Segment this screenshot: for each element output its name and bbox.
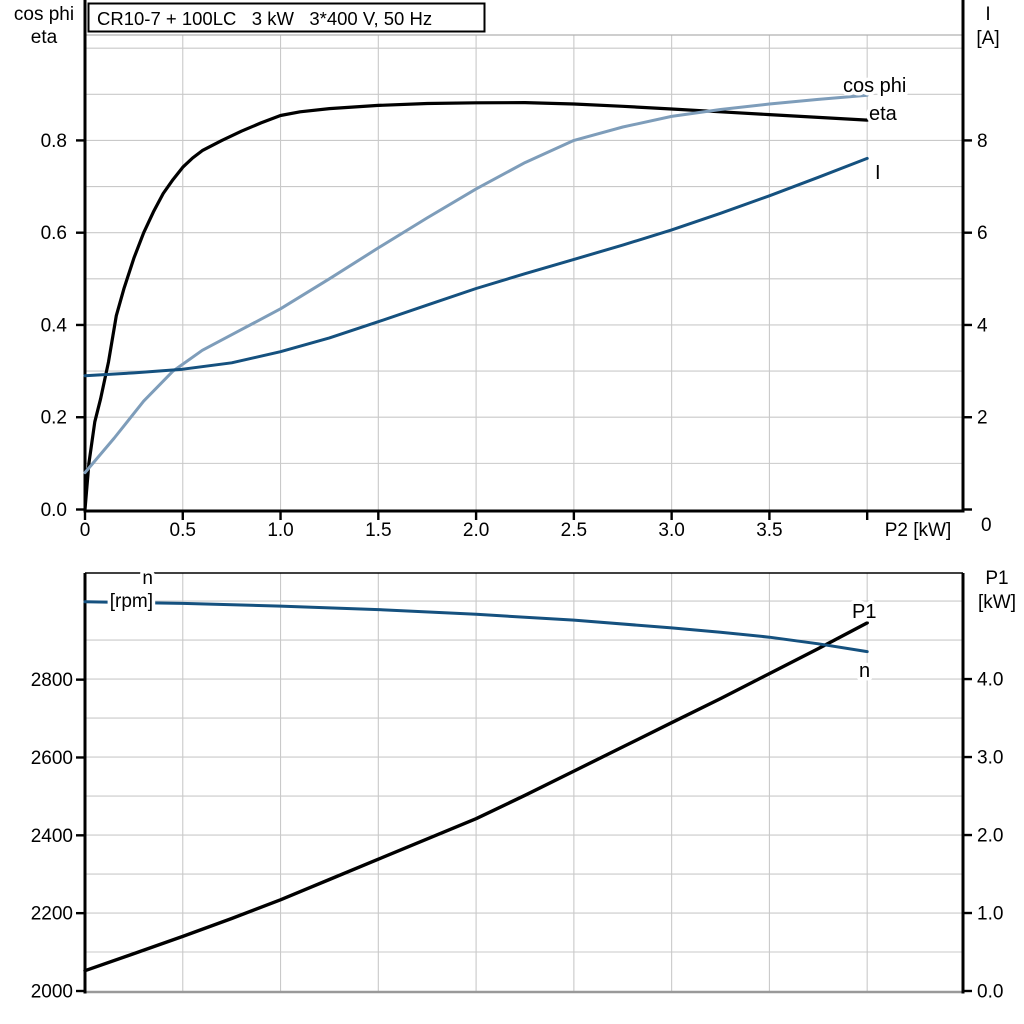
bottom-chart-left-axis-title-line2: [rpm]	[110, 591, 153, 612]
top-chart-right-axis-title-line1: I	[985, 4, 990, 25]
left-tick-label: 0.6	[41, 223, 67, 244]
top-chart-left-axis-title-line2: eta	[31, 27, 58, 48]
left-tick-label: 2200	[31, 904, 73, 925]
x-tick-label: 1.5	[365, 520, 391, 541]
right-tick-label: 4.0	[977, 670, 1003, 691]
series-P1-curve	[83, 621, 869, 973]
left-tick-label: 2600	[31, 748, 73, 769]
series-I-curve	[83, 156, 869, 378]
top-chart-right-axis-title-line2: [A]	[976, 28, 999, 49]
series-label-n: n	[859, 660, 870, 682]
right-tick-label: 8	[977, 131, 988, 152]
x-tick-label: 2.0	[463, 520, 489, 541]
left-tick-label: 2000	[31, 982, 73, 1003]
left-tick-label: 2400	[31, 826, 73, 847]
series-eta-curve	[83, 101, 869, 512]
series-label-I: I	[875, 162, 881, 184]
x-tick-label: 0.5	[170, 520, 196, 541]
right-tick-label: 2	[977, 408, 988, 429]
title-box	[87, 2, 486, 33]
x-tick-label: 0	[80, 520, 91, 541]
right-axis-zero-label: 0	[981, 515, 992, 536]
right-tick-label: 2.0	[977, 826, 1003, 847]
x-tick-label: 2.5	[561, 520, 587, 541]
series-label-P1: P1	[852, 601, 876, 623]
left-tick-label: 0.4	[41, 315, 68, 336]
series-label-cos-phi: cos phi	[843, 75, 906, 97]
x-tick-label: 3.0	[658, 520, 684, 541]
right-tick-label: 6	[977, 223, 988, 244]
top-chart-left-axis-title-line1: cos phi	[14, 4, 74, 25]
bottom-chart-right-axis-title-line1: P1	[985, 568, 1008, 589]
right-tick-label: 0.0	[977, 982, 1003, 1003]
bottom-chart: 2800 2600 2400 2200 2000 4.0 3.0 2.0 1.0 0.0 P1 n	[31, 572, 1003, 1003]
right-tick-label: 3.0	[977, 748, 1003, 769]
left-tick-label: 0.2	[41, 408, 67, 429]
left-tick-label: 0.8	[41, 131, 67, 152]
x-axis-title: P2 [kW]	[885, 520, 952, 541]
x-tick-label: 3.5	[756, 520, 782, 541]
chart-title: CR10-7 + 100LC 3 kW 3*400 V, 50 Hz	[97, 8, 432, 29]
top-chart: 0.0 0.2 0.4 0.6 0.8 2 4 6 8 0 0.5 1.0 1.5 2.0 2.5 3.0 3.…	[41, 0, 992, 541]
right-tick-label: 1.0	[977, 904, 1003, 925]
series-label-eta: eta	[869, 103, 898, 125]
right-tick-label: 4	[977, 315, 988, 336]
left-tick-label: 2800	[31, 670, 73, 691]
left-tick-label: 0.0	[41, 500, 67, 521]
series-n-curve	[83, 600, 869, 654]
bottom-chart-right-axis-title-line2: [kW]	[978, 592, 1016, 613]
x-tick-label: 1.0	[267, 520, 293, 541]
bottom-chart-left-axis-title-line1: n	[142, 568, 153, 589]
